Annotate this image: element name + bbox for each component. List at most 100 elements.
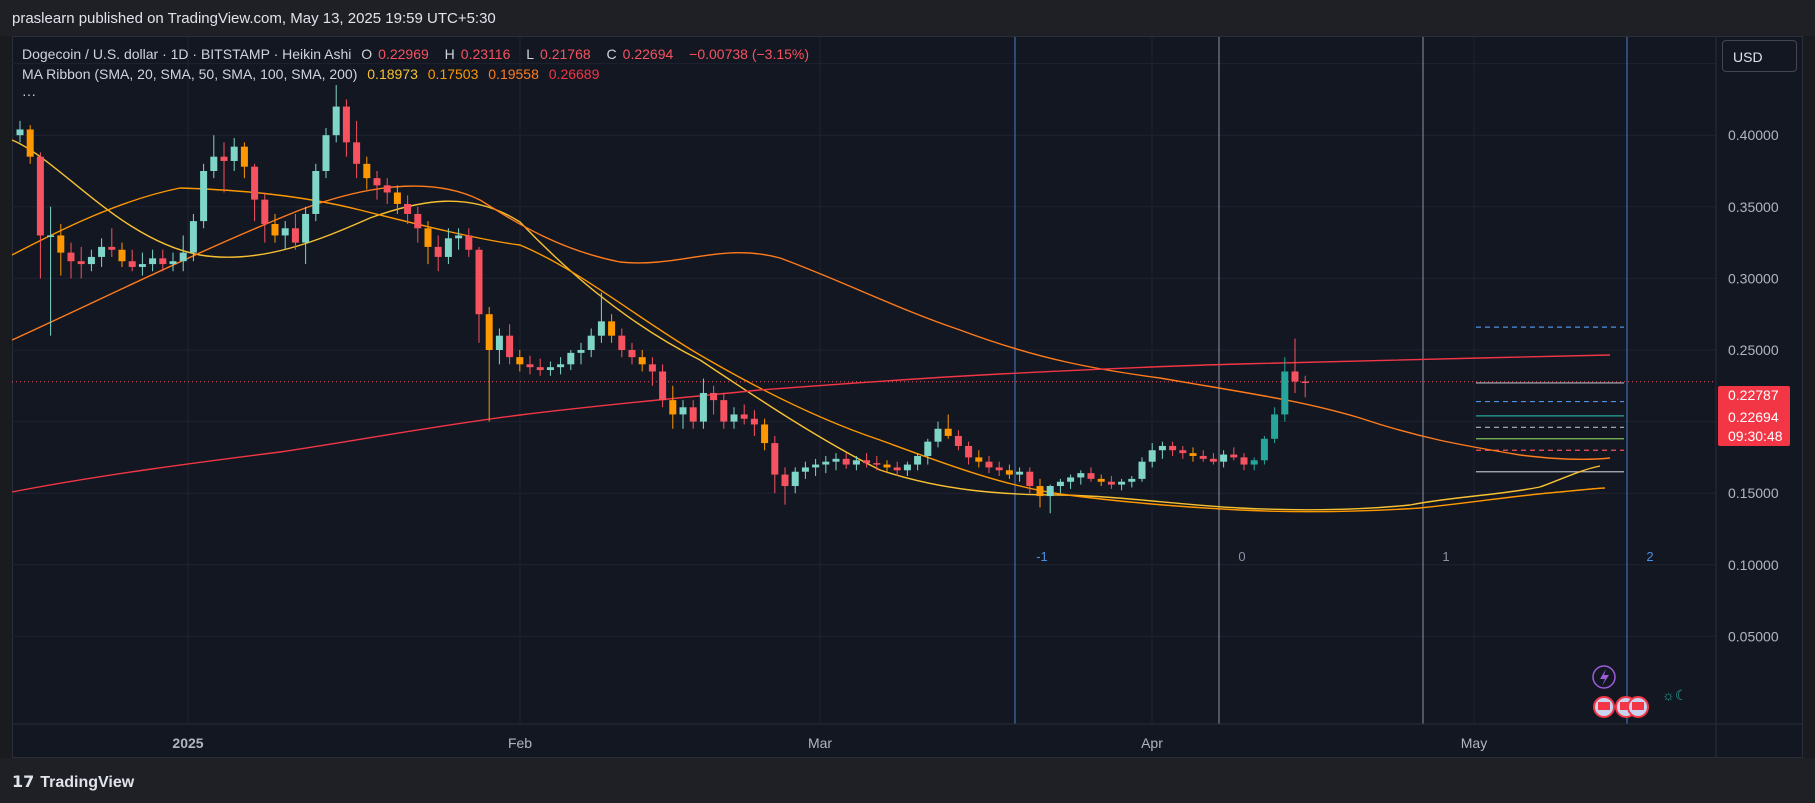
candle-body [261,199,269,224]
candle-body [924,441,932,456]
candle-body [965,445,973,458]
candle [291,213,299,250]
candle-body [1220,454,1228,462]
candle-body [67,252,75,262]
candle-body [1281,371,1289,415]
candle-body [710,392,718,401]
candle-body [138,264,146,267]
candle [944,414,952,439]
moon-phase-icon: ☼☾ [1662,687,1687,703]
candle [138,252,146,276]
candle [546,361,554,376]
candle [67,242,75,279]
candle [812,458,820,477]
candle [87,249,95,272]
sma20-line [11,139,1601,511]
chart-pane[interactable] [12,36,1803,758]
candle [434,235,442,272]
x-tick-label: May [1461,735,1487,751]
candle [1250,457,1258,471]
candle [567,350,575,371]
symbol-title[interactable]: Dogecoin / U.S. dollar · 1D · BITSTAMP ·… [22,46,352,62]
candle-body [587,335,595,350]
currency-button[interactable]: USD [1722,40,1797,72]
ma-ribbon-label[interactable]: MA Ribbon (SMA, 20, SMA, 50, SMA, 100, S… [22,66,358,82]
cycle-lines: -1 0 1 2 [1014,37,1654,724]
candle [404,195,412,224]
candle-body [852,460,860,465]
cycle-marker-label: 2 [1646,549,1653,564]
candles [16,85,1309,514]
candle [679,400,687,429]
more-indicators-button[interactable]: ··· [22,86,36,102]
candle-body [128,261,136,267]
candle [506,324,514,365]
candle-body [648,364,656,372]
candle [771,435,779,494]
horizontal-levels [12,326,1716,473]
low-value: 0.21768 [540,46,591,62]
change-value: −0.00738 (−3.15%) [689,46,810,62]
candle-body [77,261,85,265]
candle-body [883,464,891,468]
candle [240,142,248,179]
moving-averages [11,139,1611,513]
candle-body [689,407,697,422]
close-label: C [606,46,617,62]
candle-body [1301,381,1309,384]
candle [1097,474,1105,487]
candle-body [863,460,871,464]
candle-body [1097,478,1105,482]
low-label: L [526,46,535,62]
candle [1189,447,1197,462]
candle-body [26,129,34,157]
candle [893,461,901,477]
candle-body [393,192,401,204]
candle-body [975,457,983,462]
candle-body [1128,478,1136,482]
candle [1230,447,1238,461]
tradingview-logo[interactable]: 17 TradingView [12,772,134,792]
candle [710,385,718,415]
candle-body [98,246,106,257]
candle-body [353,142,361,164]
candle [251,163,259,222]
candle-body [985,461,993,468]
candle [516,350,524,372]
candle [659,364,667,408]
candle [57,223,65,276]
x-tick-label: Apr [1141,735,1163,751]
candle-body [47,235,55,237]
candle-body [1118,481,1126,485]
candle [526,355,534,375]
candle [444,228,452,265]
candle-body [1046,486,1054,497]
ma50-value: 0.17503 [427,66,479,82]
candle [577,342,585,365]
candle-body [822,461,830,465]
candle-body [1036,486,1044,497]
x-tick-label: Mar [808,735,832,751]
candle [230,138,238,171]
candle [914,453,922,471]
candle-body [771,443,779,475]
candle-body [240,146,248,167]
candle-body [383,185,391,193]
sma200-line [11,354,1611,493]
candle-body [506,335,514,358]
candle [1107,476,1115,489]
candle-body [159,258,167,265]
candle [36,152,44,279]
candle-body [1271,414,1279,439]
candle-body [1005,470,1013,475]
y-tick-label: 0.05000 [1728,628,1779,644]
candle-body [1250,460,1258,465]
y-tick-label: 0.10000 [1728,557,1779,573]
candle [1281,357,1289,422]
candle-body [628,350,636,358]
candle [791,467,799,494]
candle-body [200,171,208,222]
candle-body [251,166,259,200]
candle [628,342,636,365]
